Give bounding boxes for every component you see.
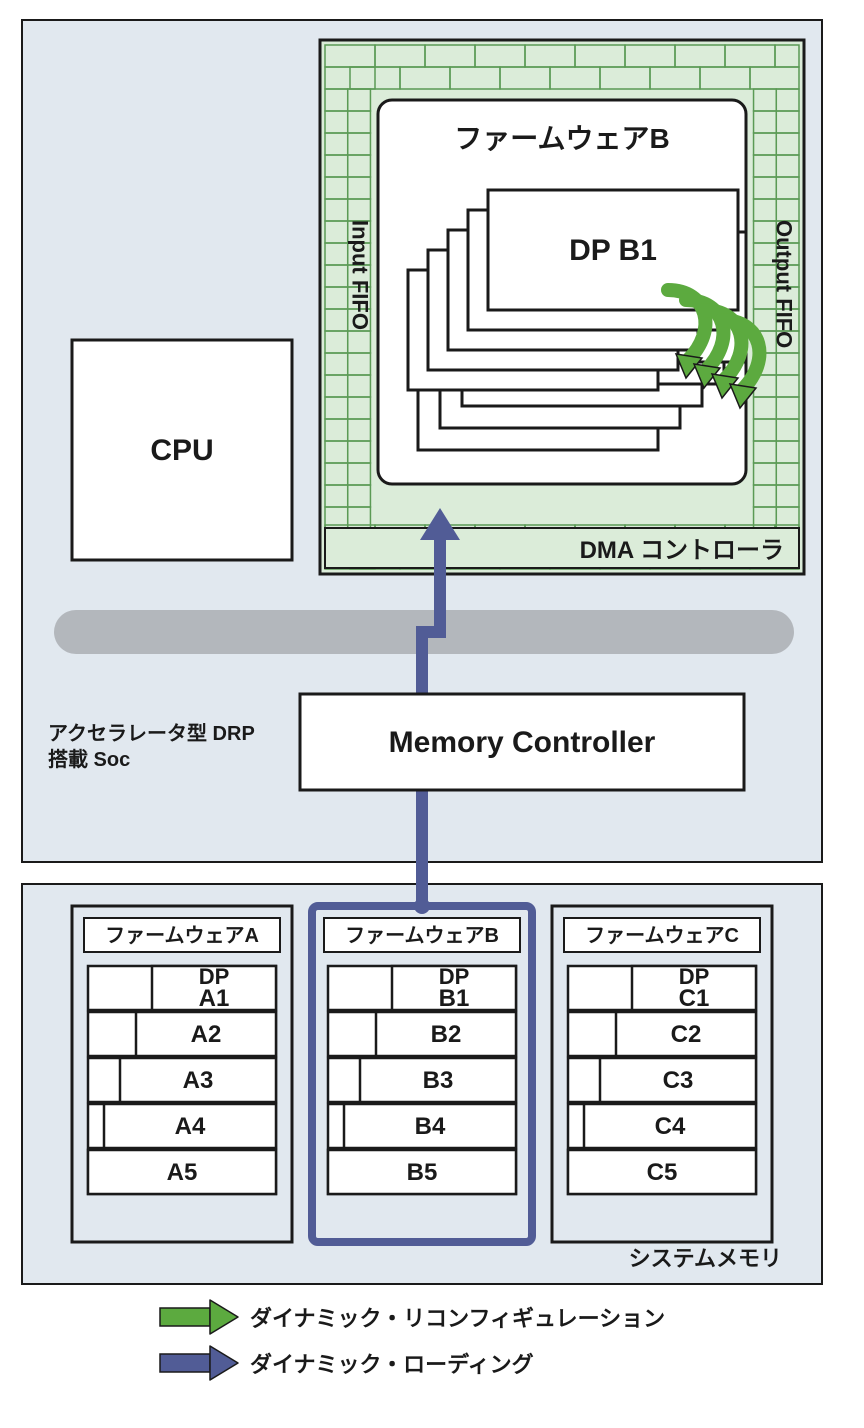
diagram-root: CPU ファームウェアB Input FIFO Output FIFO DMA コントロ…: [0, 0, 864, 1428]
svg-text:C5: C5: [647, 1159, 678, 1186]
svg-text:C4: C4: [655, 1113, 686, 1140]
svg-text:ファームウェアC: ファームウェアC: [585, 924, 739, 947]
svg-text:A2: A2: [191, 1021, 222, 1048]
svg-text:システムメモリ: システムメモリ: [629, 1246, 782, 1271]
svg-text:DMA コントローラ: DMA コントローラ: [580, 537, 784, 564]
svg-text:Output FIFO: Output FIFO: [772, 220, 797, 348]
svg-text:ダイナミック・ローディング: ダイナミック・ローディング: [250, 1352, 534, 1377]
svg-text:A1: A1: [199, 985, 230, 1012]
svg-text:ダイナミック・リコンフィギュレーション: ダイナミック・リコンフィギュレーション: [250, 1306, 665, 1331]
svg-text:A5: A5: [167, 1159, 198, 1186]
svg-text:ファームウェアB: ファームウェアB: [454, 123, 669, 154]
svg-text:Memory Controller: Memory Controller: [389, 726, 656, 759]
svg-text:B5: B5: [407, 1159, 438, 1186]
svg-text:A4: A4: [175, 1113, 206, 1140]
svg-text:B4: B4: [415, 1113, 446, 1140]
svg-text:搭載 Soc: 搭載 Soc: [48, 747, 130, 771]
svg-text:CPU: CPU: [150, 434, 213, 467]
svg-text:Input FIFO: Input FIFO: [348, 220, 373, 330]
svg-text:B2: B2: [431, 1021, 462, 1048]
svg-text:C2: C2: [671, 1021, 702, 1048]
svg-text:ファームウェアB: ファームウェアB: [345, 924, 499, 947]
svg-text:C1: C1: [679, 985, 710, 1012]
svg-text:ファームウェアA: ファームウェアA: [105, 924, 259, 947]
diagram-svg: CPU ファームウェアB Input FIFO Output FIFO DMA コントロ…: [0, 0, 864, 1428]
svg-text:B3: B3: [423, 1067, 454, 1094]
svg-text:A3: A3: [183, 1067, 214, 1094]
svg-text:C3: C3: [663, 1067, 694, 1094]
svg-text:B1: B1: [439, 985, 470, 1012]
svg-text:アクセラレータ型 DRP: アクセラレータ型 DRP: [48, 722, 255, 745]
svg-text:DP B1: DP B1: [569, 234, 657, 267]
